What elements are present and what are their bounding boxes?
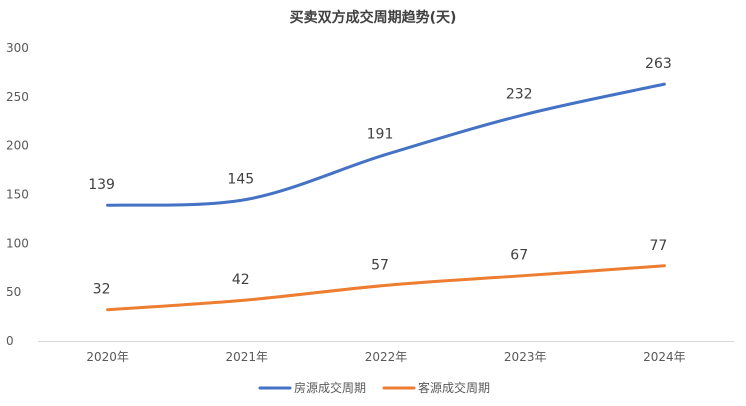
legend-label: 房源成交周期 [294,380,366,395]
legend: 房源成交周期 客源成交周期 [258,380,490,395]
x-tick-label: 2022年 [365,350,408,364]
data-label: 232 [506,86,533,102]
data-label: 263 [645,56,672,72]
data-label: 139 [88,177,115,193]
data-labels: 139 145 191 232 263 32 42 57 67 77 [88,56,672,298]
y-tick-label: 50 [6,285,21,299]
y-tick-label: 250 [6,90,29,104]
data-label: 67 [510,248,528,264]
data-label: 32 [93,282,111,298]
data-label: 191 [367,126,394,142]
y-tick-label: 0 [6,334,14,348]
data-label: 77 [649,238,667,254]
y-tick-label: 200 [6,139,29,153]
y-tick-label: 100 [6,236,29,250]
data-label: 145 [227,171,254,187]
x-tick-label: 2020年 [86,350,129,364]
x-tick-label: 2021年 [226,350,269,364]
data-label: 57 [371,257,389,273]
chart-title: 买卖双方成交周期趋势(天) [290,9,457,26]
series-line-2 [106,264,666,312]
y-tick-label: 150 [6,188,29,202]
series-lines [106,82,666,312]
x-tick-label: 2023年 [504,350,547,364]
data-label: 42 [232,272,250,288]
legend-label: 客源成交周期 [418,380,490,395]
y-tick-label: 300 [6,41,29,55]
axes: 0 50 100 150 200 250 300 2020年 2021年 2022年 2023年 20… [6,41,734,364]
series-line-1 [106,82,666,207]
x-tick-label: 2024年 [643,350,686,364]
